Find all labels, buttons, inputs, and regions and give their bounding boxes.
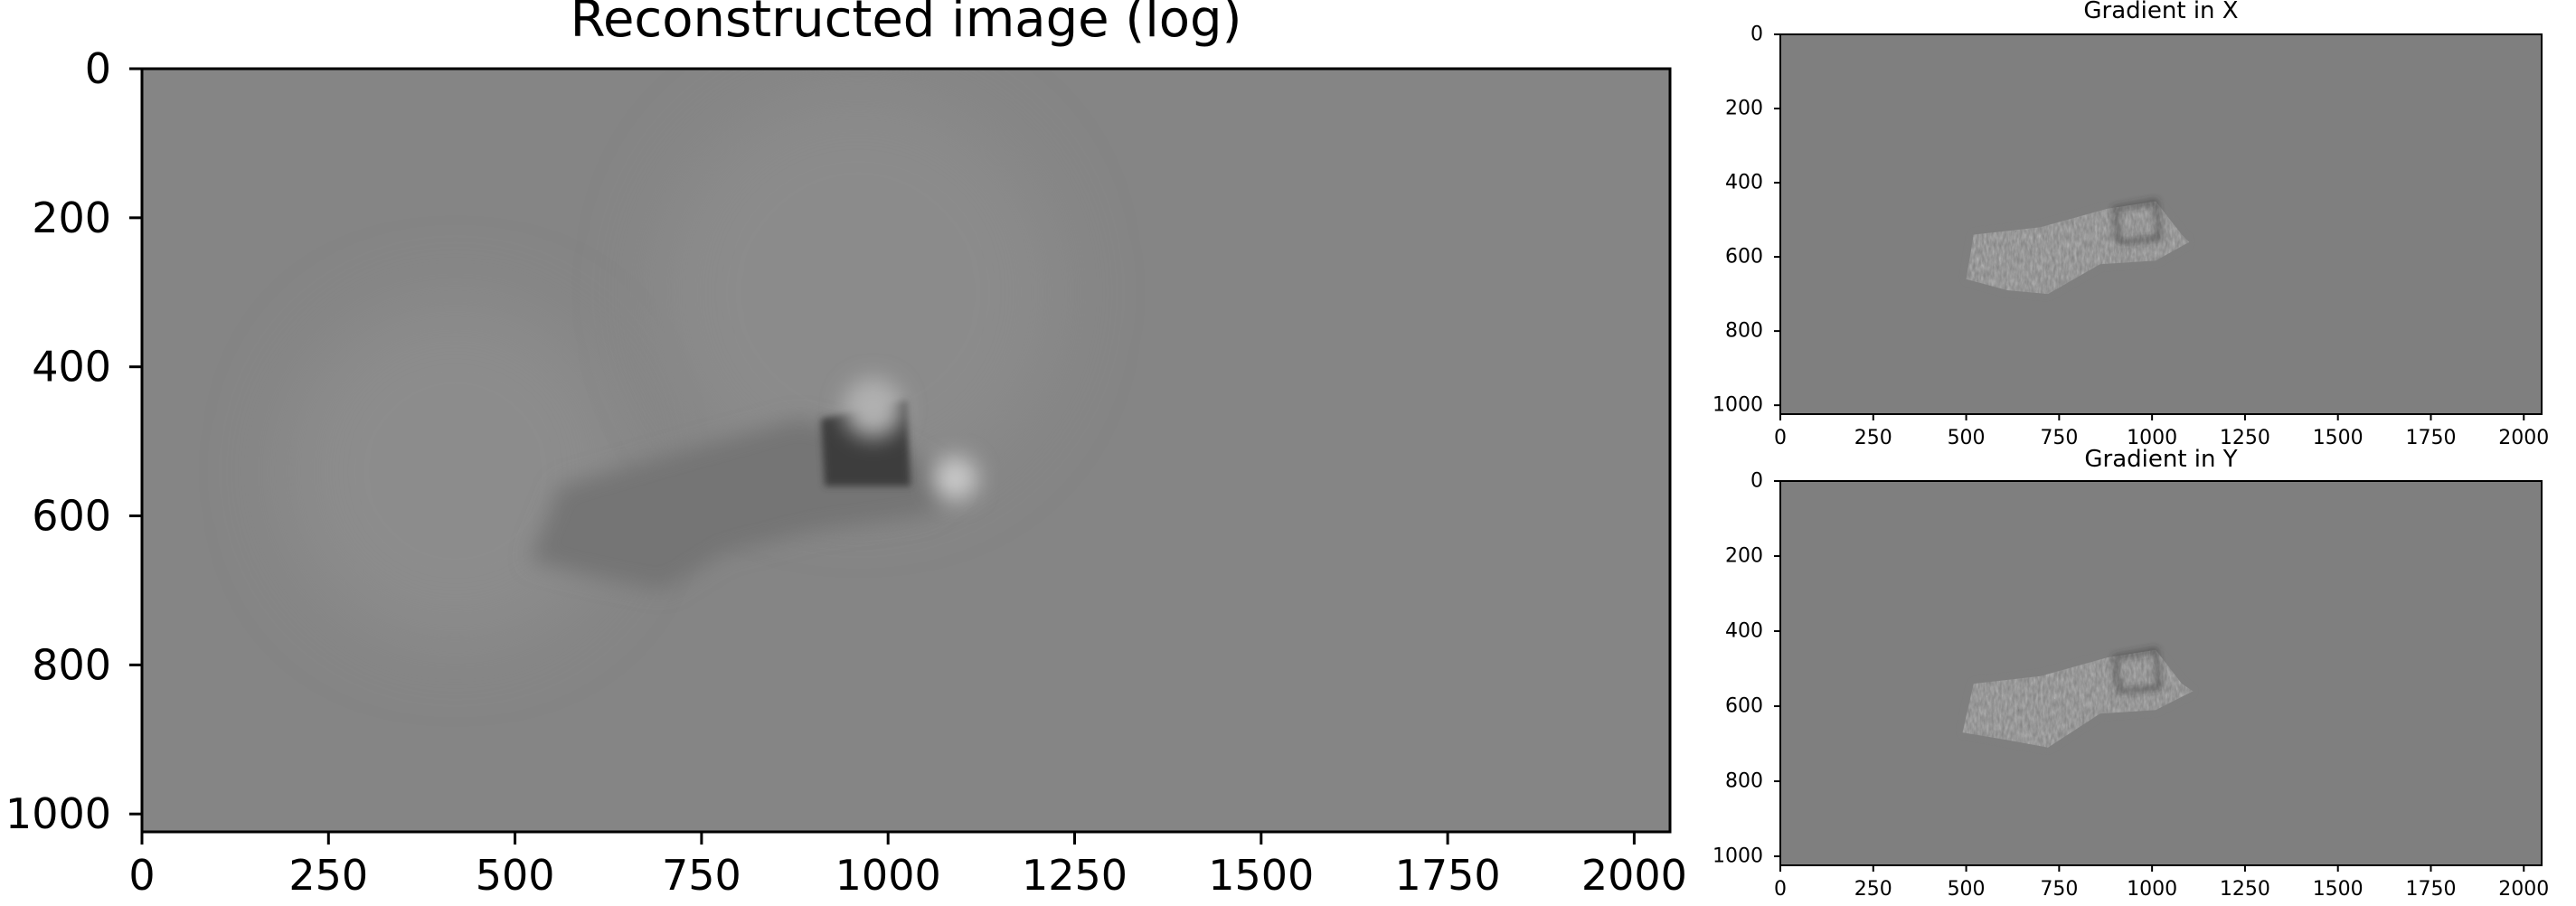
feature-glow: [843, 378, 903, 438]
y-tick-label: 400: [32, 343, 111, 392]
y-tick-label: 800: [1725, 770, 1763, 793]
heatmap-image: [142, 69, 1670, 832]
y-tick-label: 200: [1725, 545, 1763, 568]
feature-halo: [656, 90, 1060, 494]
y-tick-label: 1000: [1713, 845, 1763, 868]
heatmap-image: [1780, 34, 2542, 414]
x-tick-label: 1500: [2313, 427, 2364, 449]
x-tick-label: 1250: [2220, 427, 2270, 449]
x-tick-label: 250: [288, 851, 368, 900]
y-tick-label: 600: [1725, 695, 1763, 718]
heatmap-image: [1780, 481, 2542, 865]
feature-halo: [283, 299, 627, 643]
y-axis: 0 200 400 600 800 1000: [1713, 24, 1780, 417]
axes-frame: [1779, 33, 2543, 415]
x-tick-label: 500: [1948, 427, 1986, 449]
x-tick-label: 250: [1854, 878, 1892, 901]
panel-title: Gradient in Y: [2084, 446, 2237, 473]
x-tick-label: 1000: [2127, 878, 2177, 901]
x-tick-label: 750: [662, 851, 741, 900]
y-tick-label: 400: [1725, 620, 1763, 643]
x-tick-label: 1750: [1395, 851, 1501, 900]
x-tick-label: 1000: [835, 851, 941, 900]
y-tick-label: 200: [1725, 98, 1763, 120]
panel-title: Gradient in X: [2083, 0, 2238, 24]
y-tick-label: 0: [85, 44, 111, 93]
x-tick-label: 1500: [1208, 851, 1314, 900]
heatmap-features: [283, 90, 1060, 643]
x-tick-label: 0: [1774, 427, 1787, 449]
y-tick-label: 600: [32, 492, 111, 541]
panel-gradient-y: Gradient in Y 0 250 500 750 1000 1250 1500 1750…: [1713, 446, 2549, 901]
panel-reconstructed: Reconstructed image (log) 0 250 500 750 1000…: [5, 0, 1687, 900]
y-tick-label: 800: [1725, 320, 1763, 343]
y-axis: 0 200 400 600 800 1000: [1713, 470, 1780, 868]
y-tick-label: 1000: [1713, 394, 1763, 417]
y-tick-label: 800: [32, 640, 111, 689]
x-tick-label: 500: [1948, 878, 1986, 901]
y-tick-label: 400: [1725, 172, 1763, 194]
x-tick-label: 500: [476, 851, 555, 900]
x-tick-label: 1000: [2127, 427, 2177, 449]
y-axis: 0 200 400 600 800 1000: [5, 44, 142, 838]
y-tick-label: 0: [1750, 470, 1763, 493]
y-tick-label: 1000: [5, 789, 111, 838]
x-tick-label: 0: [1774, 878, 1787, 901]
feature-glow: [932, 456, 978, 502]
y-tick-label: 200: [32, 193, 111, 242]
axes-frame: [1779, 480, 2543, 866]
feature-edge: [2113, 199, 2162, 244]
x-tick-label: 2000: [2498, 878, 2549, 901]
feature-edge: [2113, 648, 2162, 694]
x-tick-label: 250: [1854, 427, 1892, 449]
x-axis: 0 250 500 750 1000 1250 1500 1750 2000: [1774, 865, 2549, 901]
axes-frame: [140, 67, 1672, 834]
x-tick-label: 750: [2040, 878, 2078, 901]
x-tick-label: 1500: [2313, 878, 2364, 901]
x-axis: 0 250 500 750 1000 1250 1500 1750 2000: [128, 832, 1687, 900]
x-tick-label: 1750: [2405, 878, 2456, 901]
x-axis: 0 250 500 750 1000 1250 1500 1750 2000: [1774, 414, 2549, 449]
x-tick-label: 1250: [1022, 851, 1128, 900]
y-tick-label: 0: [1750, 24, 1763, 46]
x-tick-label: 0: [128, 851, 155, 900]
y-tick-label: 600: [1725, 246, 1763, 269]
panel-title: Reconstructed image (log): [571, 0, 1242, 49]
panel-gradient-x: Gradient in X 0 250 500 750 1000 1250 1500 1750…: [1713, 0, 2549, 449]
x-tick-label: 1250: [2220, 878, 2270, 901]
x-tick-label: 750: [2040, 427, 2078, 449]
x-tick-label: 2000: [1581, 851, 1687, 900]
x-tick-label: 2000: [2498, 427, 2549, 449]
x-tick-label: 1750: [2405, 427, 2456, 449]
